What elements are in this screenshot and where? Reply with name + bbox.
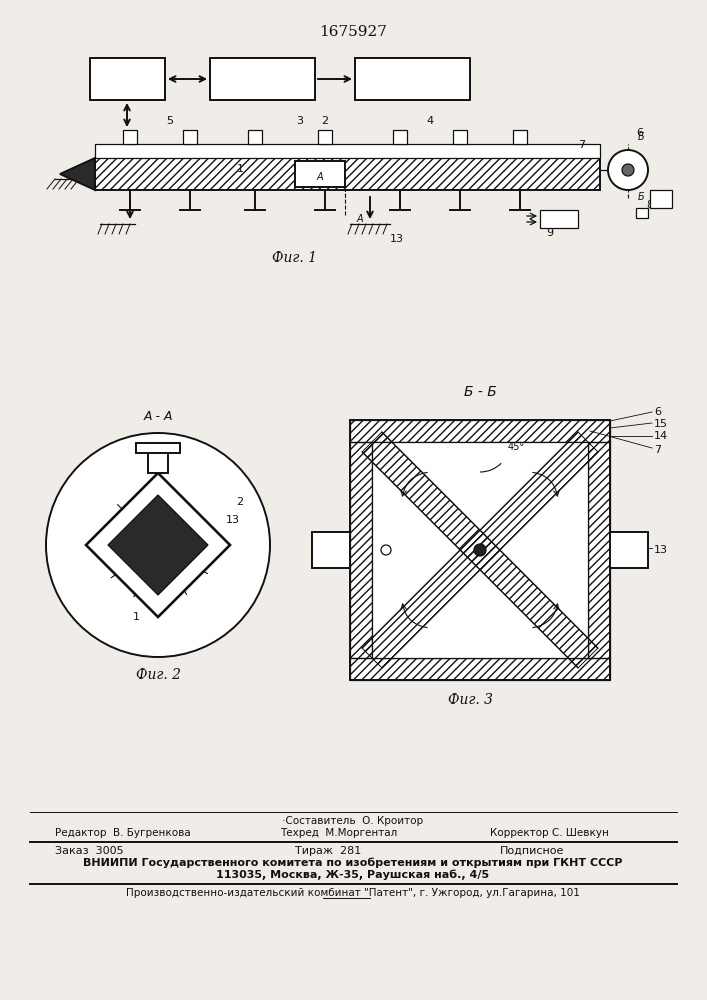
Bar — [95, 158, 600, 190]
Text: 11: 11 — [117, 72, 136, 87]
Bar — [295, 161, 345, 187]
Text: 45°: 45° — [508, 442, 525, 452]
Text: 4: 4 — [426, 116, 433, 126]
Bar — [95, 144, 600, 158]
Text: 1: 1 — [133, 612, 140, 622]
Text: 7: 7 — [654, 445, 661, 455]
Bar — [248, 130, 262, 144]
Bar — [210, 58, 315, 100]
Bar — [312, 532, 350, 568]
Text: 2: 2 — [322, 116, 329, 126]
Bar — [350, 442, 372, 658]
Text: Б: Б — [638, 132, 644, 142]
Text: A: A — [357, 214, 363, 224]
Text: 8: 8 — [646, 200, 653, 210]
Text: 5: 5 — [167, 116, 173, 126]
Text: 13: 13 — [226, 515, 240, 525]
Circle shape — [622, 164, 634, 176]
Circle shape — [608, 150, 648, 190]
Text: Фиг. 2: Фиг. 2 — [136, 668, 180, 682]
Bar — [610, 532, 648, 568]
Text: Фиг. 1: Фиг. 1 — [272, 251, 317, 265]
Bar — [318, 130, 332, 144]
Text: 10: 10 — [252, 72, 271, 87]
Text: 113035, Москва, Ж-35, Раушская наб., 4/5: 113035, Москва, Ж-35, Раушская наб., 4/5 — [216, 870, 489, 880]
Circle shape — [46, 433, 270, 657]
Text: Тираж  281: Тираж 281 — [295, 846, 361, 856]
Polygon shape — [86, 473, 230, 617]
Text: 1675927: 1675927 — [319, 25, 387, 39]
Text: 12: 12 — [402, 72, 422, 87]
Polygon shape — [108, 495, 208, 595]
Text: A - A: A - A — [144, 410, 173, 424]
Text: Производственно-издательский комбинат "Патент", г. Ужгород, ул.Гагарина, 101: Производственно-издательский комбинат "П… — [126, 888, 580, 898]
Text: A: A — [317, 172, 323, 182]
Text: 14: 14 — [654, 431, 668, 441]
Text: 13: 13 — [654, 545, 668, 555]
Text: Корректор С. Шевкун: Корректор С. Шевкун — [490, 828, 609, 838]
Circle shape — [381, 545, 391, 555]
Bar — [123, 130, 137, 144]
Text: ВНИИПИ Государственного комитета по изобретениям и открытиям при ГКНТ СССР: ВНИИПИ Государственного комитета по изоб… — [83, 858, 623, 868]
Text: 9: 9 — [547, 228, 554, 238]
Bar — [588, 442, 610, 658]
Text: Подписное: Подписное — [500, 846, 564, 856]
Bar — [350, 658, 610, 680]
Text: 3: 3 — [296, 116, 303, 126]
Text: 2: 2 — [236, 497, 243, 507]
Text: 6: 6 — [636, 128, 643, 138]
Text: 13: 13 — [390, 234, 404, 244]
Bar — [650, 190, 672, 208]
Bar — [393, 130, 407, 144]
Bar — [183, 130, 197, 144]
Bar — [148, 451, 168, 473]
Bar — [513, 130, 527, 144]
Bar — [453, 130, 467, 144]
Text: Редактор  В. Бугренкова: Редактор В. Бугренкова — [55, 828, 191, 838]
Bar — [355, 58, 470, 100]
Text: ·Составитель  О. Кроитор: ·Составитель О. Кроитор — [282, 816, 423, 826]
Text: Фиг. 3: Фиг. 3 — [448, 693, 493, 707]
Circle shape — [474, 544, 486, 556]
Polygon shape — [60, 158, 95, 190]
Bar — [90, 58, 165, 100]
Bar — [350, 420, 610, 442]
Bar — [540, 210, 578, 228]
Bar — [636, 208, 648, 218]
Text: Техред  М.Моргентал: Техред М.Моргентал — [280, 828, 397, 838]
Text: 7: 7 — [578, 140, 585, 150]
Text: Заказ  3005: Заказ 3005 — [55, 846, 124, 856]
Bar — [136, 443, 180, 453]
Text: 6: 6 — [654, 407, 661, 417]
Text: 15: 15 — [654, 419, 668, 429]
Bar — [350, 420, 610, 680]
Text: 1: 1 — [237, 164, 243, 174]
Text: Б: Б — [638, 192, 644, 202]
Bar — [372, 442, 588, 658]
Text: Б - Б: Б - Б — [464, 385, 496, 399]
